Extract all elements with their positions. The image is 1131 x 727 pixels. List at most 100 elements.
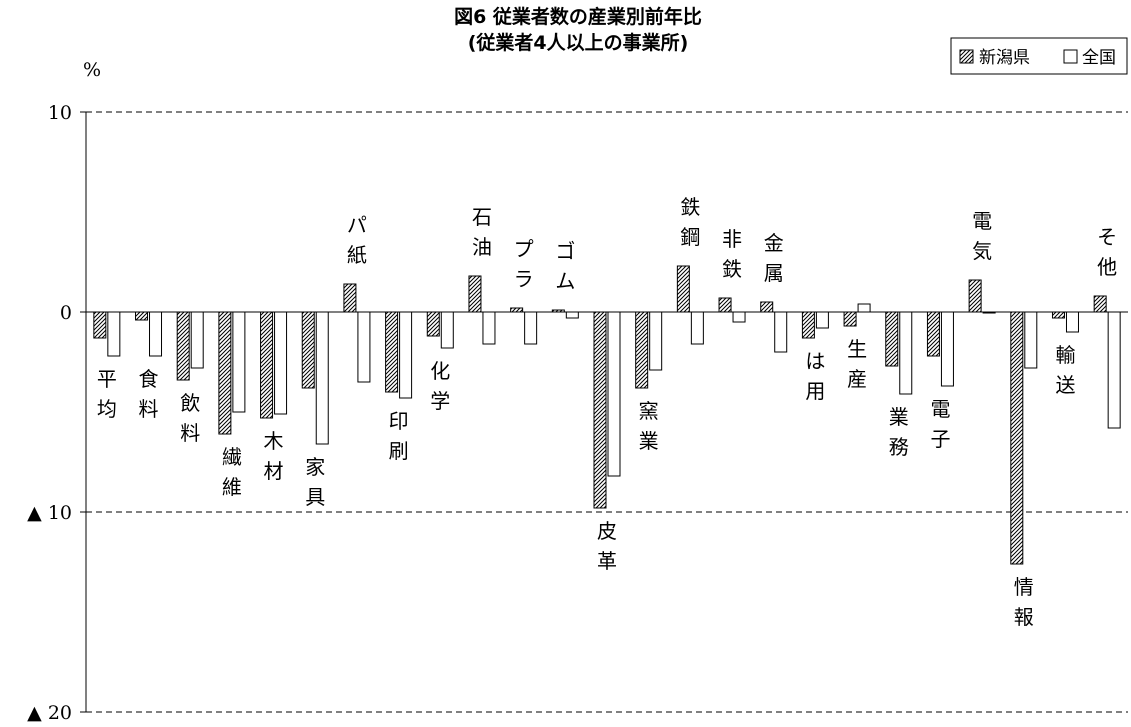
bar-zenkoku-5 — [315, 311, 329, 445]
category-label-char: 石 — [472, 205, 492, 229]
category-label-char: 産 — [847, 367, 867, 391]
category-label-char: 電 — [972, 209, 992, 233]
category-label-char: 生 — [847, 337, 867, 361]
bar-niigata-1 — [135, 311, 149, 321]
bar-zenkoku-20 — [940, 311, 954, 387]
legend: 新潟県 全国 — [950, 37, 1128, 75]
bar-niigata-21 — [968, 279, 982, 313]
y-tick-label: ▲ 20 — [27, 702, 72, 724]
category-label-char: そ — [1097, 225, 1117, 249]
bar-zenkoku-10 — [524, 311, 538, 345]
y-axis-ticks: 10 0 ▲ 10 ▲ 20 — [27, 102, 86, 724]
bar-zenkoku-19 — [899, 311, 913, 395]
category-label-char: 非 — [722, 227, 742, 251]
bar-zenkoku-24 — [1107, 311, 1121, 429]
bar-zenkoku-12 — [607, 311, 621, 477]
chart-title: 図6 従業者数の産業別前年比 — [454, 5, 702, 28]
chart-subtitle: (従業者4人以上の事業所) — [468, 31, 689, 54]
legend-box — [950, 37, 1128, 75]
bar-zenkoku-11 — [565, 311, 579, 319]
bar-niigata-14 — [676, 265, 690, 313]
category-label-char: 維 — [222, 475, 242, 499]
category-label-char: 鋼 — [680, 225, 700, 249]
bar-zenkoku-17 — [815, 311, 829, 329]
bars — [93, 265, 1121, 565]
bar-niigata-5 — [301, 311, 315, 389]
category-label-char: 業 — [889, 405, 909, 429]
category-label-char: 鉄 — [722, 257, 742, 281]
category-label-char: 平 — [97, 367, 117, 391]
bar-niigata-12 — [593, 311, 607, 509]
bar-niigata-23 — [1051, 311, 1065, 319]
category-label-char: 具 — [305, 485, 325, 509]
category-label-char: 材 — [264, 459, 284, 483]
bar-niigata-19 — [885, 311, 899, 367]
y-tick-label: ▲ 10 — [27, 502, 72, 524]
bar-niigata-0 — [93, 311, 107, 339]
category-label-char: 子 — [930, 427, 950, 451]
category-label-char: 情 — [1014, 575, 1034, 599]
category-label-char: 繊 — [222, 445, 242, 469]
bar-zenkoku-0 — [107, 311, 121, 357]
category-label-char: 気 — [972, 239, 992, 263]
category-label-char: 飲 — [180, 391, 200, 415]
category-label-char: 均 — [97, 397, 117, 421]
category-label-char: プ — [514, 237, 534, 261]
category-label-char: 紙 — [347, 243, 367, 267]
bar-niigata-16 — [760, 301, 774, 313]
legend-label-niigata: 新潟県 — [979, 48, 1030, 68]
bar-zenkoku-4 — [274, 311, 288, 415]
bar-niigata-2 — [176, 311, 190, 381]
bar-niigata-22 — [1010, 311, 1024, 565]
bar-zenkoku-2 — [190, 311, 204, 369]
bar-zenkoku-7 — [399, 311, 413, 399]
bar-niigata-7 — [385, 311, 399, 393]
category-label-char: は — [805, 349, 825, 373]
category-label-char: 木 — [264, 429, 284, 453]
y-tick-label: 0 — [60, 302, 72, 324]
bar-niigata-3 — [218, 311, 232, 435]
category-label-char: ム — [555, 269, 575, 293]
category-label-char: 印 — [389, 409, 409, 433]
category-label-char: 皮 — [597, 519, 617, 543]
y-tick-label: 10 — [48, 102, 72, 124]
bar-niigata-10 — [510, 307, 524, 313]
bar-zenkoku-16 — [774, 311, 788, 353]
legend-swatch-niigata — [959, 49, 974, 64]
category-label-char: 油 — [472, 235, 492, 259]
category-label-char: 電 — [930, 397, 950, 421]
category-label-char: 家 — [305, 455, 325, 479]
category-label-char: 用 — [805, 379, 825, 403]
bar-zenkoku-22 — [1024, 311, 1038, 369]
bar-zenkoku-23 — [1065, 311, 1079, 333]
category-label-char: 革 — [597, 549, 617, 573]
category-label-char: 料 — [180, 421, 200, 445]
category-label-char: 学 — [430, 389, 450, 413]
bar-niigata-20 — [926, 311, 940, 357]
category-label-char: 刷 — [389, 439, 409, 463]
bar-niigata-13 — [635, 311, 649, 389]
category-label-char: ラ — [514, 267, 534, 291]
category-label-char: 報 — [1014, 605, 1034, 629]
legend-label-zenkoku: 全国 — [1082, 48, 1116, 68]
category-label-char: 送 — [1055, 373, 1075, 397]
category-label-char: 料 — [139, 397, 159, 421]
bar-niigata-17 — [801, 311, 815, 339]
bar-zenkoku-13 — [649, 311, 663, 371]
category-label-char: 務 — [889, 435, 909, 459]
category-label-char: ゴ — [555, 239, 575, 263]
bar-zenkoku-14 — [690, 311, 704, 345]
legend-swatch-zenkoku — [1063, 49, 1078, 64]
bar-zenkoku-1 — [149, 311, 163, 357]
category-label-char: 鉄 — [680, 195, 700, 219]
category-label-char: パ — [347, 213, 367, 237]
category-label-char: 金 — [764, 231, 784, 255]
bar-zenkoku-15 — [732, 311, 746, 323]
category-label-char: 業 — [639, 429, 659, 453]
bar-niigata-4 — [260, 311, 274, 419]
bar-zenkoku-6 — [357, 311, 371, 383]
category-label-char: 窯 — [639, 399, 659, 423]
bar-niigata-6 — [343, 283, 357, 313]
